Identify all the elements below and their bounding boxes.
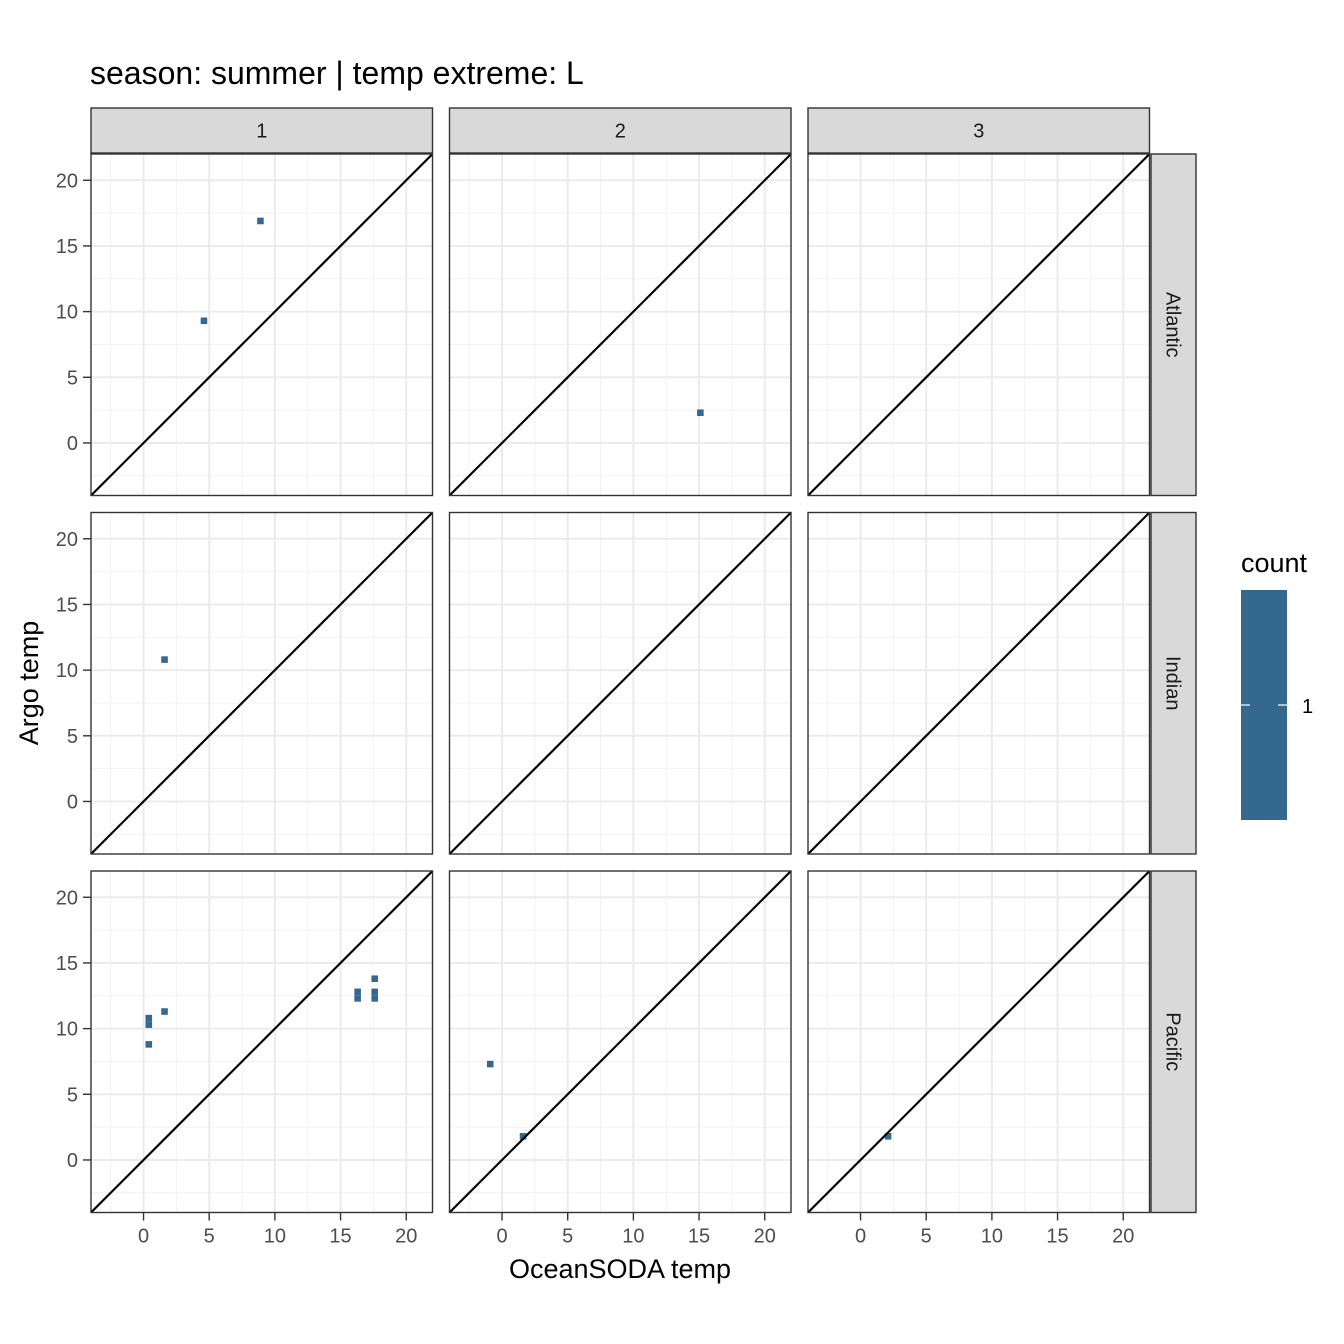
heat-bin: [161, 656, 168, 663]
panel-border: [807, 870, 1151, 1214]
panel-border: [448, 511, 792, 855]
heat-bin: [354, 988, 361, 996]
x-axis-title: OceanSODA temp: [509, 1254, 731, 1284]
heat-bin: [145, 1041, 153, 1048]
y-tick-label: 20: [56, 529, 78, 551]
panel-border: [90, 511, 434, 855]
panel-atlantic-2: [448, 153, 792, 497]
x-tick-label: 0: [496, 1226, 507, 1248]
column-strip-2: [448, 107, 792, 154]
y-tick-label: 5: [67, 726, 78, 748]
heat-bin: [371, 975, 378, 982]
x-tick-label: 5: [562, 1226, 573, 1248]
row-strip-label: Indian: [1162, 656, 1184, 711]
x-tick-label: 10: [622, 1226, 644, 1248]
heat-bin: [354, 995, 361, 1002]
panel-atlantic-1: [90, 153, 434, 497]
x-tick-label: 20: [754, 1226, 776, 1248]
y-tick-label: 0: [67, 433, 78, 455]
heat-bin: [161, 1008, 168, 1015]
panel-indian-3: [807, 511, 1151, 855]
panel-border: [90, 870, 434, 1214]
y-tick-label: 10: [56, 302, 78, 324]
panel-pacific-3: [807, 870, 1151, 1214]
identity-line: [448, 153, 792, 497]
heat-bin: [697, 409, 704, 417]
y-tick-label: 20: [56, 887, 78, 909]
heat-bin: [486, 1060, 494, 1068]
row-strip-label: Atlantic: [1162, 292, 1184, 358]
identity-line: [448, 511, 792, 855]
heat-bin: [257, 217, 264, 225]
y-tick-label: 5: [67, 367, 78, 389]
y-axis-title: Argo temp: [14, 621, 44, 746]
heat-bin: [145, 1014, 153, 1022]
panel-indian-2: [448, 511, 792, 855]
column-strip-label: 1: [256, 121, 267, 143]
identity-line: [807, 511, 1151, 855]
axis-ticks: 0 5 10 15 20 0 5 10 15 20 0 5 10 15 20 0 5 10 15 20 0 5 10 15 20…: [56, 170, 1135, 1247]
legend-title: count: [1241, 548, 1308, 578]
panel-pacific-2: [448, 870, 792, 1214]
panel-indian-1: [90, 511, 434, 855]
y-tick-label: 15: [56, 594, 78, 616]
legend-label: 1: [1302, 696, 1313, 718]
identity-line: [807, 870, 1151, 1214]
y-tick-label: 0: [67, 791, 78, 813]
heat-bin: [371, 988, 378, 996]
x-tick-label: 0: [138, 1226, 149, 1248]
y-tick-label: 10: [56, 660, 78, 682]
row-strip-atlantic: [1150, 153, 1197, 497]
heat-bin: [884, 1133, 892, 1140]
identity-line: [448, 870, 792, 1214]
heat-bin: [200, 317, 208, 325]
panel-border: [448, 870, 792, 1214]
y-tick-label: 0: [67, 1150, 78, 1172]
x-tick-label: 20: [395, 1226, 417, 1248]
legend: count 1: [1241, 548, 1313, 820]
column-strip-label: 2: [615, 121, 626, 143]
row-strip-pacific: [1150, 870, 1197, 1214]
panel-border: [90, 153, 434, 497]
y-tick-label: 5: [67, 1084, 78, 1106]
y-tick-label: 15: [56, 953, 78, 975]
heat-bin: [519, 1133, 527, 1140]
x-tick-label: 0: [855, 1226, 866, 1248]
column-strip-3: [807, 107, 1151, 154]
identity-line: [807, 153, 1151, 497]
facet-strips: 1 2 3 Atlantic Indian Pacific: [90, 107, 1197, 1214]
x-tick-label: 10: [981, 1226, 1003, 1248]
x-tick-label: 10: [264, 1226, 286, 1248]
panel-border: [807, 153, 1151, 497]
heat-bin: [145, 1021, 153, 1028]
x-tick-label: 5: [921, 1226, 932, 1248]
x-tick-label: 15: [1046, 1226, 1068, 1248]
heat-bin: [371, 995, 378, 1002]
panel-border: [448, 153, 792, 497]
panel-atlantic-3: [807, 153, 1151, 497]
x-tick-label: 15: [329, 1226, 351, 1248]
x-tick-label: 20: [1112, 1226, 1134, 1248]
x-tick-label: 15: [688, 1226, 710, 1248]
column-strip-label: 3: [973, 121, 984, 143]
row-strip-indian: [1150, 511, 1197, 855]
y-tick-label: 10: [56, 1019, 78, 1041]
x-tick-label: 5: [204, 1226, 215, 1248]
y-tick-label: 15: [56, 236, 78, 258]
identity-line: [90, 153, 434, 497]
identity-line: [90, 870, 434, 1214]
column-strip-1: [90, 107, 434, 154]
row-strip-label: Pacific: [1162, 1012, 1184, 1071]
panel-grid: [90, 153, 1151, 1214]
panel-border: [807, 511, 1151, 855]
y-tick-label: 20: [56, 170, 78, 192]
panel-pacific-1: [90, 870, 434, 1214]
chart-title: season: summer | temp extreme: L: [90, 55, 584, 91]
identity-line: [90, 511, 434, 855]
